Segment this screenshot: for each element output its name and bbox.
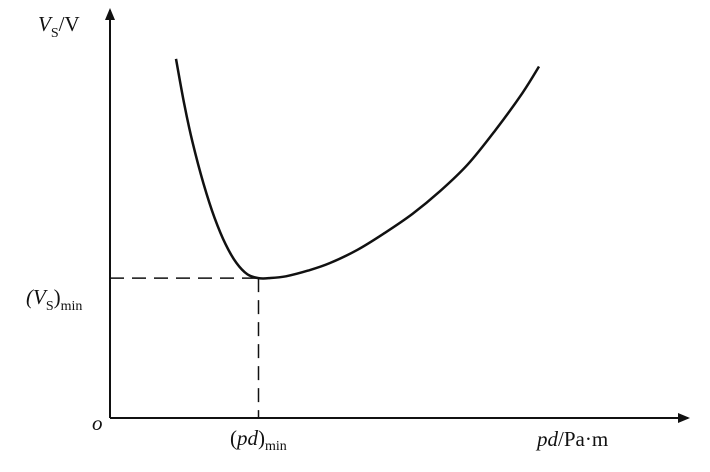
origin-label: o [92,411,103,435]
y-axis-label: VS/V [38,12,80,41]
y-min-label: (VS)min [26,285,82,314]
x-axis-label: pd/Pa·m [535,427,608,451]
breakdown-voltage-curve [174,58,541,280]
x-min-label: (pd)min [230,426,287,454]
